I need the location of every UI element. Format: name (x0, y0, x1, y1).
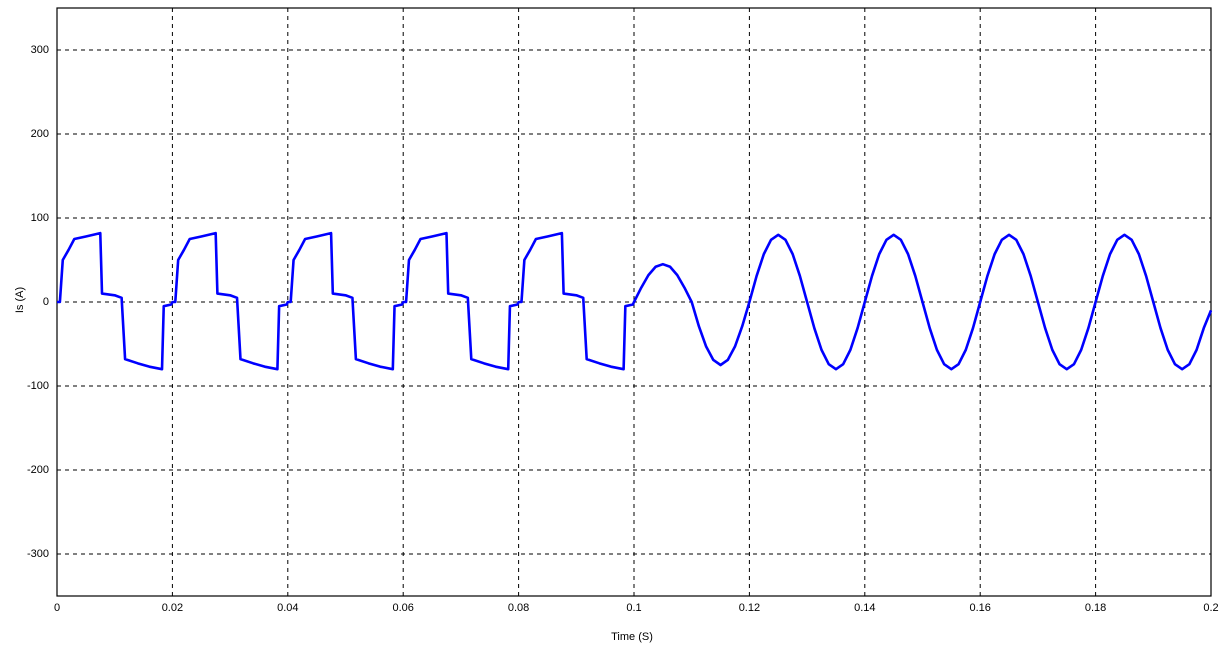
x-tick-label: 0.1 (626, 602, 641, 614)
y-tick-label: -200 (27, 464, 49, 476)
x-tick-label: 0.04 (277, 602, 298, 614)
y-tick-label: -100 (27, 380, 49, 392)
x-tick-label: 0.08 (508, 602, 529, 614)
y-tick-label: 100 (31, 212, 49, 224)
x-tick-label: 0.06 (392, 602, 413, 614)
x-tick-label: 0.18 (1085, 602, 1106, 614)
y-tick-label: 300 (31, 44, 49, 56)
x-tick-label: 0.02 (162, 602, 183, 614)
x-tick-label: 0 (54, 602, 60, 614)
current-line (57, 231, 1213, 371)
x-tick-label: 0.2 (1203, 602, 1218, 614)
x-tick-label: 0.16 (969, 602, 990, 614)
y-axis-label: Is (A) (14, 287, 26, 313)
y-tick-label: 0 (43, 296, 49, 308)
y-tick-label: 200 (31, 128, 49, 140)
x-tick-label: 0.12 (739, 602, 760, 614)
y-tick-label: -300 (27, 548, 49, 560)
x-tick-label: 0.14 (854, 602, 875, 614)
x-axis-label: Time (S) (611, 631, 653, 643)
